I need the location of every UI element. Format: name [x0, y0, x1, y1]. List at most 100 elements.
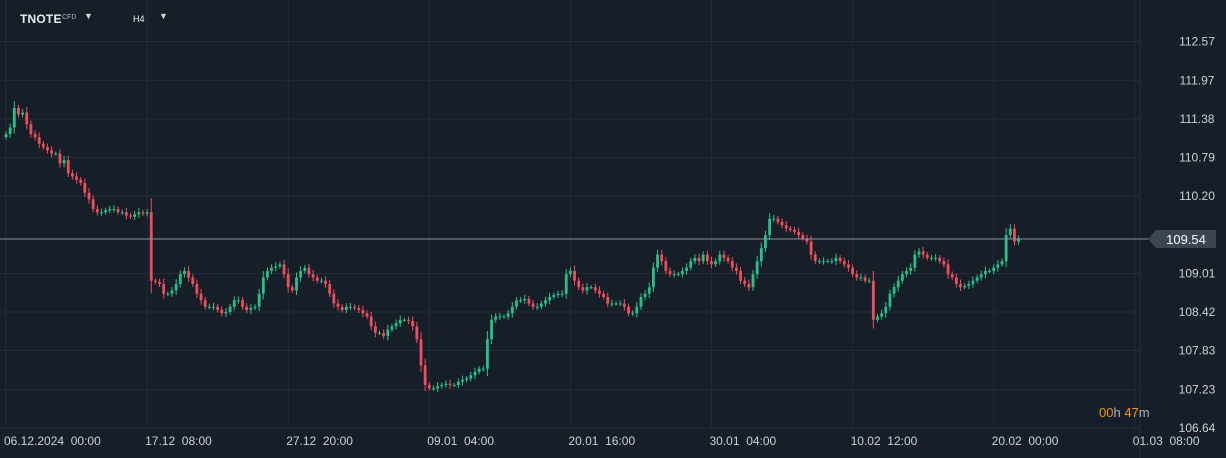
candle-body [519, 300, 522, 302]
countdown-hours: 00 [1099, 405, 1114, 420]
candle-body [602, 293, 605, 297]
candle-body [307, 267, 311, 275]
candle-body [137, 212, 141, 215]
candle-body [216, 306, 220, 311]
candle-body [29, 124, 33, 135]
candle-body [909, 267, 913, 271]
candle-body [83, 182, 87, 193]
candle-body [652, 267, 655, 288]
y-tick-label: 109.01 [1179, 267, 1216, 281]
timeframe-label[interactable]: H4 [133, 14, 145, 24]
symbol-dropdown-icon[interactable]: ▼ [84, 11, 93, 21]
candle-body [813, 254, 817, 262]
price-axis: 112.57 111.97 111.38 110.79 110.20 109.01 108.… [1179, 35, 1216, 435]
candle-body [108, 209, 112, 211]
candle-body [751, 274, 755, 288]
candle-body [237, 300, 240, 302]
candle-body [290, 287, 294, 291]
candle-body [834, 257, 838, 262]
candle-body [502, 316, 506, 318]
candles [4, 101, 1020, 392]
candle-body [772, 218, 776, 220]
candle-body [423, 365, 427, 385]
candle-body [996, 264, 1000, 268]
candle-body [21, 112, 24, 115]
x-tick-label: 27.12 20:00 [286, 434, 353, 448]
candle-body [369, 316, 373, 327]
candle-body [440, 384, 444, 387]
candle-body [606, 296, 610, 304]
candle-body [984, 270, 987, 275]
candle-body [863, 277, 867, 281]
candle-body [25, 112, 29, 125]
candle-body [705, 254, 709, 262]
candle-body [610, 303, 614, 305]
candle-body [465, 378, 469, 380]
y-tick-label: 108.42 [1179, 305, 1216, 319]
candle-body [818, 261, 821, 263]
candle-body [386, 329, 390, 337]
candle-body [847, 264, 850, 268]
candle-body [170, 290, 174, 294]
candle-body [764, 235, 767, 249]
candle-body [743, 280, 747, 284]
time-axis: 06.12.2024 00:00 17.12 08:00 27.12 20:00 09… [4, 434, 1200, 448]
candle-body [432, 388, 435, 390]
x-tick-label: 06.12.2024 00:00 [4, 434, 101, 448]
candle-body [191, 277, 195, 284]
candle-body [245, 306, 249, 311]
candle-body [46, 147, 49, 151]
candle-body [207, 306, 211, 308]
candle-body [261, 277, 265, 294]
candle-body [573, 270, 576, 281]
candle-body [656, 254, 659, 268]
candle-body [788, 228, 792, 230]
candle-body [324, 280, 327, 284]
candle-body [12, 107, 16, 128]
candle-body [17, 107, 20, 115]
y-tick-label: 107.83 [1179, 343, 1216, 357]
candle-body [622, 303, 626, 307]
current-price-label: 109.54 [1166, 232, 1206, 247]
candle-body [560, 293, 564, 295]
candle-body [129, 215, 132, 217]
candle-body [867, 280, 871, 282]
y-tick-label: 107.23 [1179, 383, 1216, 397]
candle-body [577, 280, 581, 288]
x-tick-label: 17.12 08:00 [145, 434, 212, 448]
candle-body [1013, 228, 1016, 242]
countdown-hours-unit: h [1113, 405, 1121, 420]
candle-body [473, 371, 477, 376]
candle-body [411, 321, 415, 327]
candle-body [419, 339, 423, 366]
y-tick-label: 111.38 [1180, 112, 1215, 126]
candle-body [62, 160, 66, 164]
candle-body [8, 127, 12, 135]
candle-body [490, 319, 493, 340]
candle-body [776, 218, 780, 223]
candle-body [598, 290, 601, 294]
candle-body [100, 212, 103, 214]
candle-body [195, 283, 199, 294]
x-tick-label: 30.01 04:00 [710, 434, 777, 448]
candle-body [220, 310, 224, 314]
candle-body [415, 326, 419, 340]
candle-body [91, 199, 95, 210]
chart-toolbar: TNOTE CFD ▼ H4 ▼ [0, 0, 1140, 36]
candle-body [315, 277, 319, 281]
candle-body [701, 254, 705, 262]
candle-body [286, 274, 290, 288]
candle-body [448, 383, 452, 385]
candle-body [859, 277, 863, 279]
candle-body [697, 257, 701, 262]
timeframe-dropdown-icon[interactable]: ▼ [159, 11, 168, 21]
candle-body [797, 231, 801, 236]
symbol-name[interactable]: TNOTE [20, 12, 62, 26]
candle-body [183, 270, 186, 275]
candle-body [50, 150, 54, 154]
candle-body [888, 293, 892, 307]
candle-body [373, 326, 377, 333]
candle-body [676, 274, 680, 276]
candle-body [730, 261, 734, 268]
